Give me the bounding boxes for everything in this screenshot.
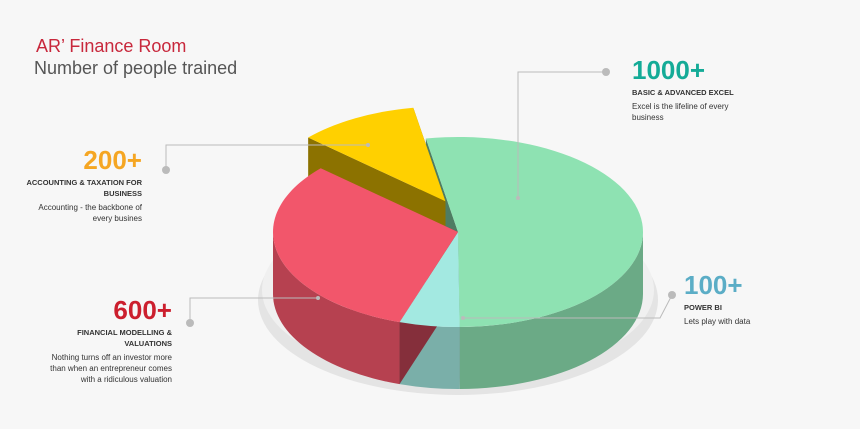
slice-side	[459, 232, 643, 389]
dots	[162, 68, 676, 327]
slice	[399, 232, 460, 327]
tops	[272, 107, 643, 327]
label-block: 200+ ACCOUNTING & TAXATION FOR BUSINESS Ac…	[22, 145, 142, 224]
value-label: 600+	[113, 295, 172, 325]
value-label: 100+	[684, 270, 743, 300]
value-label: 200+	[83, 145, 142, 175]
label-block: 100+ POWER BI Lets play with data	[684, 270, 774, 327]
category-label: ACCOUNTING & TAXATION FOR BUSINESS	[26, 178, 142, 198]
description: Accounting - the backbone of every busin…	[38, 203, 142, 223]
category-label: FINANCIAL MODELLING & VALUATIONS	[77, 328, 172, 348]
value-label: 1000+	[632, 55, 706, 85]
slice	[272, 168, 458, 323]
slice-side	[273, 232, 400, 385]
slice	[425, 137, 643, 327]
category-label: POWER BI	[684, 303, 722, 312]
description: Excel is the lifeline of every business	[632, 102, 729, 122]
category-label: BASIC & ADVANCED EXCEL	[632, 88, 734, 97]
slice	[308, 107, 446, 202]
label-block: 1000+ BASIC & ADVANCED EXCEL Excel is the …	[632, 55, 742, 123]
subtitle: Number of people trained	[34, 58, 238, 78]
connectors	[165, 71, 673, 323]
title: AR’ Finance Room	[36, 36, 187, 56]
description: Lets play with data	[684, 317, 751, 326]
description: Nothing turns off an investor more than …	[50, 353, 172, 384]
pie	[272, 107, 643, 390]
label-block: 600+ FINANCIAL MODELLING & VALUATIONS Noth…	[42, 295, 172, 385]
